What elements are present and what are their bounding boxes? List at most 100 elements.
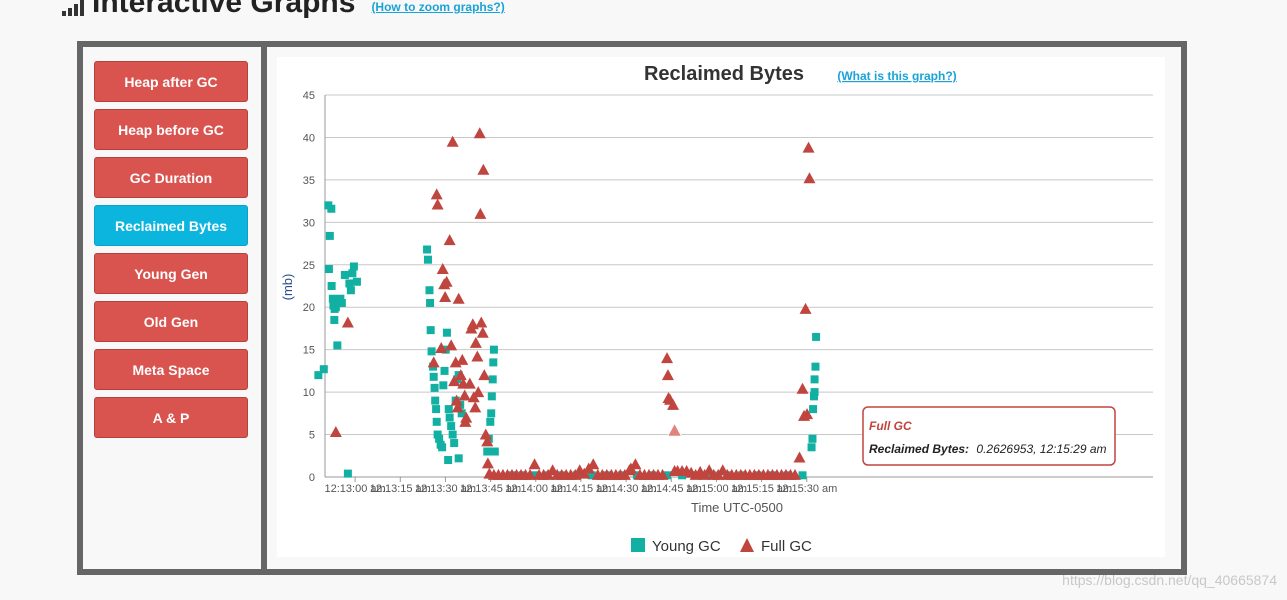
young-gc-point [432,417,441,426]
young-gc-point [423,255,432,264]
y-tick-label: 15 [303,345,315,357]
young-gc-point [349,262,358,271]
x-tick-label: 12:15:30 am [776,483,837,495]
young-gen-button[interactable]: Young Gen [94,253,248,294]
full-gc-point [481,457,494,469]
y-tick-label: 30 [303,217,315,229]
reclaimed-bytes-button[interactable]: Reclaimed Bytes [94,205,248,246]
young-gc-legend-swatch [631,538,645,552]
full-gc-point [469,336,482,348]
young-gc-point [426,326,435,335]
young-gc-point [587,471,596,480]
young-gc-point [798,471,807,480]
young-gc-point [432,405,441,414]
full-gc-legend-swatch [740,538,754,552]
young-gc-point [488,375,497,384]
chart-tooltip: Full GC Reclaimed Bytes: 0.2626953, 12:1… [862,406,1116,466]
x-tick-label: 12:13:30 am [415,483,476,495]
full-gc-point [435,341,448,353]
young-gc-point [427,347,436,356]
young-gc-point [431,396,440,405]
young-gc-point [343,469,352,478]
young-gc-point [319,365,328,374]
y-tick-label: 45 [303,90,315,102]
young-gc-point [333,341,342,350]
full-gc-point [431,198,444,210]
y-tick-label: 20 [303,302,315,314]
young-gc-point [423,245,432,254]
young-gc-legend-label[interactable]: Young GC [652,538,721,555]
young-gc-point [444,405,453,414]
tooltip-series-name: Full GC [869,419,912,433]
full-gc-point [473,127,486,139]
full-gc-series [329,127,816,480]
young-gc-point [490,447,499,456]
old-gen-button[interactable]: Old Gen [94,301,248,342]
full-gc-point [479,428,492,440]
full-gc-point [430,188,443,200]
young-gc-point [340,270,349,279]
young-gc-point [450,439,459,448]
full-gc-point [456,353,469,365]
full-gc-point [445,339,458,351]
young-gc-point [489,358,498,367]
x-tick-label: 12:14:00 am [505,483,566,495]
young-gc-point [336,294,345,303]
zoom-help-link[interactable]: (How to zoom graphs?) [371,0,505,14]
y-tick-label: 5 [309,430,315,442]
y-tick-label: 0 [309,472,315,484]
heap-after-gc-button[interactable]: Heap after GC [94,61,248,102]
full-gc-point [528,458,541,470]
a-and-p-button[interactable]: A & P [94,397,248,438]
young-gc-point [429,372,438,381]
young-gc-point [438,443,447,452]
x-tick-label: 12:14:45 am [641,483,702,495]
young-gc-point [435,434,444,443]
young-gc-point [314,371,323,380]
graph-frame: Heap after GC Heap before GC GC Duration… [77,41,1187,575]
meta-space-button[interactable]: Meta Space [94,349,248,390]
young-gc-point [454,454,463,463]
full-gc-point [448,375,461,387]
chart-panel: Reclaimed Bytes (What is this graph?) 0 5… [267,47,1181,569]
young-gc-point [433,430,442,439]
full-gc-point [476,326,489,338]
y-tick-label: 35 [303,175,315,187]
reclaimed-bytes-chart[interactable]: Reclaimed Bytes (What is this graph?) 0 5… [277,57,1165,557]
young-gc-point [324,265,333,274]
young-gc-point [530,471,539,480]
full-gc-point [481,435,494,447]
full-gc-point [329,426,342,438]
young-gc-point [809,405,818,414]
young-gc-point [807,443,816,452]
full-gc-point [341,316,354,328]
full-gc-point [478,369,491,381]
full-gc-point [472,386,485,398]
heap-before-gc-button[interactable]: Heap before GC [94,109,248,150]
young-gc-point [327,204,336,213]
young-gc-point [448,430,457,439]
young-gc-point [810,375,819,384]
full-gc-point [524,468,537,480]
young-gc-point [439,381,448,390]
chart-legend[interactable]: Young GC Full GC [631,538,812,555]
x-tick-label: 12:13:45 am [460,483,521,495]
young-gc-point [430,383,439,392]
full-gc-point [458,389,471,401]
full-gc-point [427,356,440,368]
full-gc-point [463,377,476,389]
full-gc-legend-label[interactable]: Full GC [761,538,812,555]
young-gc-point [426,298,435,307]
full-gc-point [452,292,465,304]
gc-duration-button[interactable]: GC Duration [94,157,248,198]
full-gc-point [661,369,674,381]
y-axis-title: (mb) [280,274,295,301]
bar-chart-icon [62,0,84,16]
young-gc-point [337,298,346,307]
young-gc-point [442,328,451,337]
tooltip-value-text: 0.2626953, 12:15:29 am [976,442,1106,456]
young-gc-point [447,422,456,431]
young-gc-point [445,413,454,422]
graph-help-link[interactable]: (What is this graph?) [837,69,956,83]
